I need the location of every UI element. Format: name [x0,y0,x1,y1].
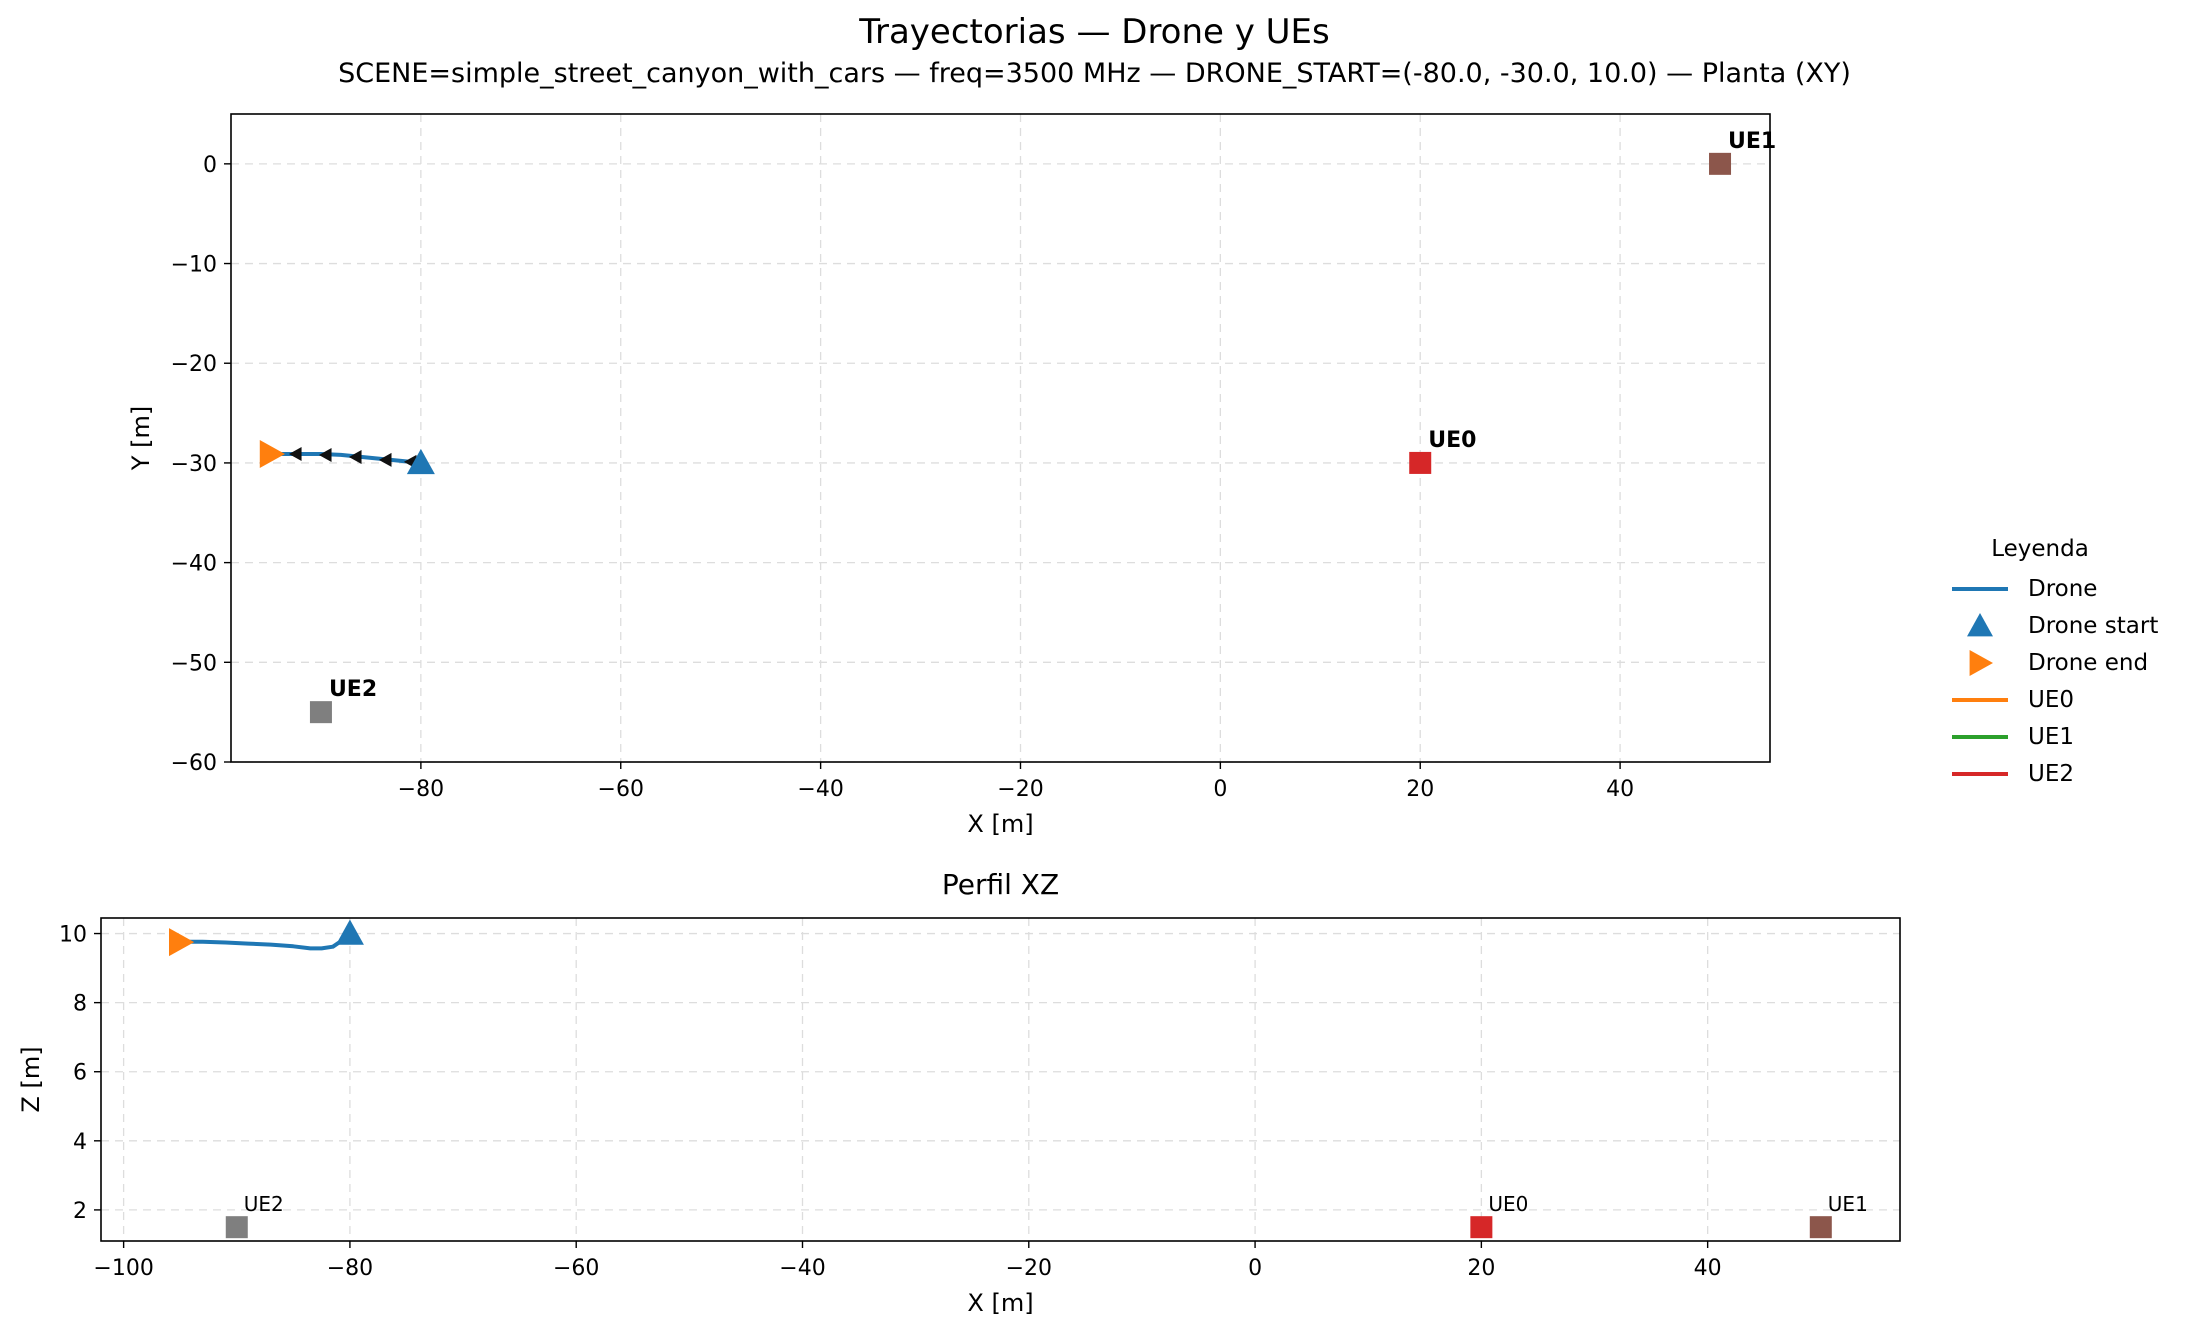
profile-ytick-label: 2 [73,1199,87,1224]
profile-xtick-label: 20 [1467,1256,1495,1281]
plan-ue-marker-ue0 [1409,451,1432,474]
legend-item: UE2 [1950,755,2185,792]
legend-label: UE2 [2028,760,2074,787]
profile-ytick-label: 10 [59,923,87,948]
plan-ue-marker-ue1 [1709,152,1732,175]
plan-ue-label-ue1: UE1 [1728,129,1776,154]
legend-swatch [1967,612,1993,636]
profile-ytick-label: 4 [73,1130,87,1155]
profile-ue-label-ue2: UE2 [244,1192,284,1216]
plan-ytick-label: −60 [171,751,217,776]
plan-xtick-label: −40 [797,777,843,802]
legend-item: UE1 [1950,718,2185,755]
profile-ue-marker-ue2 [225,1216,248,1239]
profile-ytick-label: 6 [73,1061,87,1086]
legend-item: Drone start [1950,607,2185,644]
legend-label: UE1 [2028,723,2074,750]
plan-ytick-label: −40 [171,552,217,577]
plan-ytick-label: −10 [171,253,217,278]
profile-xtick-label: −80 [327,1256,373,1281]
plan-xtick-label: 0 [1213,777,1227,802]
legend-item: UE0 [1950,681,2185,718]
profile-drone-end-marker [169,928,195,957]
profile-axes-frame [100,917,1901,1242]
legend-swatch [1952,697,2008,702]
legend-label: Drone start [2028,612,2159,639]
profile-ue-label-ue1: UE1 [1828,1192,1868,1216]
profile-drone-path [180,932,352,951]
plan-ytick-label: −20 [171,352,217,377]
legend-label: UE0 [2028,686,2074,713]
profile-xtick-label: −60 [553,1256,599,1281]
legend-swatch [1952,586,2008,591]
profile-xtick-label: 40 [1694,1256,1722,1281]
plan-xtick-label: 40 [1606,777,1634,802]
legend-title: Leyenda [1991,536,2089,562]
figure-subtitle: SCENE=simple_street_canyon_with_cars — f… [338,58,1851,89]
plan-direction-arrow [288,446,302,461]
figure-title: Trayectorias — Drone y UEs [859,12,1330,52]
legend-swatch [1952,734,2008,739]
profile-drone-start-marker [335,919,364,945]
profile-ytick-label: 8 [73,992,87,1017]
plan-xtick-label: −80 [398,777,444,802]
plan-direction-arrow [318,447,332,462]
legend-swatch [1969,649,1993,676]
plan-ytick-label: −50 [171,651,217,676]
plan-drone-end-marker [259,439,285,468]
plan-xtick-label: −20 [997,777,1043,802]
plan-xlabel: X [m] [967,810,1033,838]
legend-item: Drone [1950,570,2185,607]
legend-swatch [1952,771,2008,776]
plan-direction-arrow [348,449,362,464]
profile-title: Perfil XZ [942,868,1059,901]
plan-ue-label-ue2: UE2 [329,677,377,702]
profile-xlabel: X [m] [967,1289,1033,1317]
plan-xtick-label: 20 [1406,777,1434,802]
profile-ue-marker-ue1 [1809,1216,1832,1239]
profile-xtick-label: 0 [1248,1256,1262,1281]
plan-ue-label-ue0: UE0 [1428,428,1476,453]
profile-ue-label-ue0: UE0 [1488,1192,1528,1216]
profile-ue-marker-ue0 [1470,1216,1493,1239]
profile-ylabel: Z [m] [17,1046,45,1112]
profile-xtick-label: −20 [1006,1256,1052,1281]
plan-ytick-label: −30 [171,452,217,477]
plan-axes-frame [230,113,1771,763]
plan-xtick-label: −60 [598,777,644,802]
profile-xtick-label: −40 [779,1256,825,1281]
legend: Leyenda Drone Drone start Drone end UE0 UE1 U… [1950,536,2185,792]
legend-label: Drone end [2028,649,2149,676]
profile-xtick-label: −100 [93,1256,153,1281]
plan-drone-start-marker [406,448,435,475]
legend-item: Drone end [1950,644,2185,681]
plan-ylabel: Y [m] [127,406,155,471]
plan-ue-marker-ue2 [309,701,332,724]
plan-direction-arrow [378,452,392,467]
legend-label: Drone [2028,575,2098,602]
plan-ytick-label: 0 [203,153,217,178]
